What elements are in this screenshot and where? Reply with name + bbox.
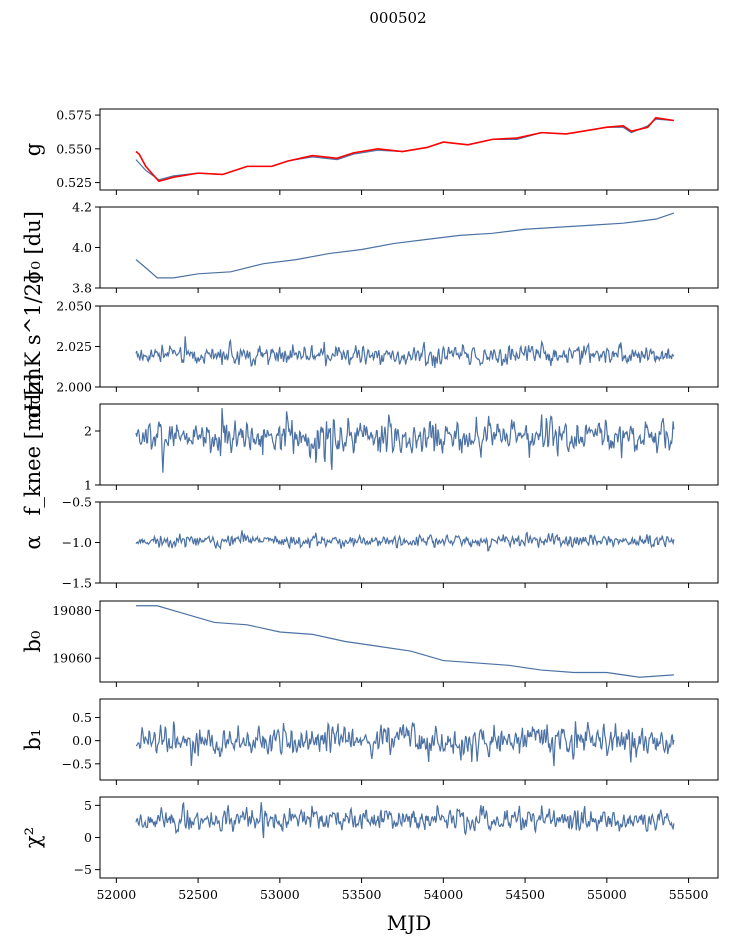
y-tick-label: 0.0 xyxy=(72,733,92,748)
x-tick-label: 52500 xyxy=(178,887,218,902)
series-line-g xyxy=(135,118,674,181)
y-tick-label: 0.550 xyxy=(56,141,92,156)
x-tick-label: 54000 xyxy=(423,887,463,902)
x-tick-label: 54500 xyxy=(505,887,545,902)
y-axis-label: σ₀ [du] xyxy=(21,211,45,284)
x-axis-label: MJD xyxy=(387,911,432,935)
figure-title: 000502 xyxy=(369,9,426,27)
y-tick-label: 3.8 xyxy=(72,281,92,296)
y-tick-label: −1.5 xyxy=(62,576,92,591)
panel-frame xyxy=(99,600,719,683)
panel-g: 0.525 0.550 0.575 g xyxy=(21,108,719,195)
y-tick-label: 1 xyxy=(84,478,92,493)
panel-frame xyxy=(99,403,719,486)
y-tick-label: 2.050 xyxy=(56,299,92,314)
y-tick-label: 2.000 xyxy=(56,380,92,395)
panel-frame xyxy=(99,108,719,191)
y-tick-label: 19060 xyxy=(52,651,92,666)
y-tick-label: 0.5 xyxy=(72,710,92,725)
y-axis-label: g xyxy=(21,143,45,156)
series-line-alpha xyxy=(135,530,675,552)
x-tick-label: 55000 xyxy=(587,887,627,902)
panel-sigma0_mk: 2.000 2.025 2.050 σ₀[mK s^1/2] xyxy=(21,275,719,419)
x-tick-label: 52000 xyxy=(96,887,136,902)
y-tick-label: 19080 xyxy=(52,603,92,618)
panel-frame xyxy=(99,698,719,781)
y-tick-label: 0.575 xyxy=(56,108,92,123)
series-line-sigma0_du xyxy=(135,212,675,279)
y-axis-label: b₀ xyxy=(21,631,45,653)
panel-chi2: −5 0 5 χ² xyxy=(21,796,719,883)
series-line-g-fit xyxy=(135,116,674,183)
y-tick-label: −0.5 xyxy=(62,756,92,771)
x-tick-label: 53500 xyxy=(342,887,382,902)
y-tick-label: 2.025 xyxy=(56,339,92,354)
y-axis-label: α xyxy=(21,535,45,549)
y-axis-label: f_knee [mHz] xyxy=(21,374,45,516)
panel-frame xyxy=(99,206,719,289)
y-tick-label: −5 xyxy=(74,862,92,877)
x-tick-labels: 52000 52500 53000 53500 54000 54500 55000 55500 xyxy=(96,887,708,902)
panel-frame xyxy=(99,796,719,879)
y-tick-label: 0.525 xyxy=(56,175,92,190)
y-tick-label: 5 xyxy=(84,798,92,813)
series-line-b0 xyxy=(135,605,674,678)
series-line-sigma0_mk xyxy=(135,336,675,368)
panel-frame xyxy=(99,305,719,388)
series-line-b1 xyxy=(135,721,675,767)
panel-sigma0_du: 3.8 4.0 4.2 σ₀ [du] xyxy=(21,200,719,296)
y-tick-label: 2 xyxy=(84,424,92,439)
y-tick-label: −1.0 xyxy=(62,535,92,550)
panel-alpha: −1.5 −1.0 −0.5 α xyxy=(21,495,719,591)
y-axis-label: b₁ xyxy=(21,729,45,751)
y-tick-label: −0.5 xyxy=(62,495,92,510)
y-tick-label: 4.0 xyxy=(72,240,92,255)
y-axis-label: χ² xyxy=(21,827,45,848)
y-tick-label: 4.2 xyxy=(72,200,92,215)
panel-b0: 19060 19080 b₀ xyxy=(21,600,719,687)
series-line-fknee xyxy=(135,408,675,473)
y-tick-label: 0 xyxy=(84,830,92,845)
x-tick-label: 55500 xyxy=(669,887,709,902)
x-tick-label: 53000 xyxy=(260,887,300,902)
panel-b1: −0.5 0.0 0.5 b₁ xyxy=(21,698,719,785)
panel-fknee: 1 2 f_knee [mHz] xyxy=(21,374,719,516)
y-axis-label: σ₀[mK s^1/2] xyxy=(21,275,45,419)
series-line-chi2 xyxy=(135,801,675,839)
